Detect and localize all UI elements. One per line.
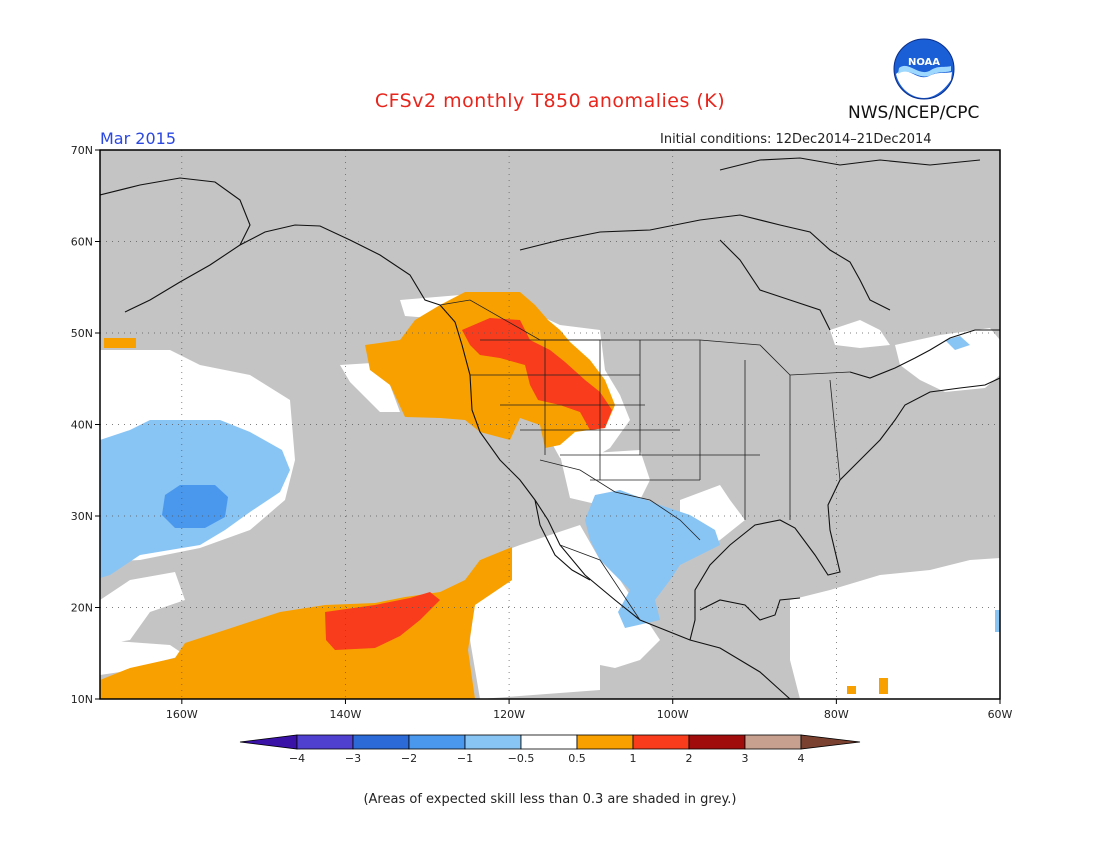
lon-tick-label: 60W [988, 708, 1013, 721]
strong-positive-anomaly-areas [325, 318, 612, 650]
colorbar-label: −3 [345, 752, 361, 765]
lat-tick-label: 10N [71, 693, 93, 706]
strong-negative-anomaly-area [162, 485, 228, 528]
lon-tick-label: 140W [330, 708, 362, 721]
colorbar-swatch [632, 734, 690, 750]
colorbar-swatch [296, 734, 354, 750]
colorbar-swatch [408, 734, 466, 750]
colorbar-label: 4 [798, 752, 805, 765]
colorbar-swatch [688, 734, 746, 750]
footnote: (Areas of expected skill less than 0.3 a… [363, 792, 737, 807]
colorbar-arrow-right [800, 734, 861, 750]
coastlines [100, 157, 1000, 699]
noaa-logo-text: NOAA [908, 57, 940, 68]
lon-tick-label: 160W [166, 708, 198, 721]
map-field [100, 150, 1000, 699]
axis-ticks: 70N 60N 50N 40N 30N 20N 10N 160W 140W 120W 100W 80W… [71, 144, 1013, 721]
lat-tick-label: 20N [71, 602, 93, 615]
colorbar-swatch [520, 734, 578, 750]
lat-tick-label: 70N [71, 144, 93, 157]
agency-label: NWS/NCEP/CPC [848, 103, 980, 123]
lat-tick-label: 30N [71, 510, 93, 523]
noaa-logo: NOAA [893, 38, 955, 100]
lon-tick-label: 100W [657, 708, 689, 721]
lat-tick-label: 40N [71, 419, 93, 432]
chart-title: CFSv2 monthly T850 anomalies (K) [374, 90, 726, 112]
lat-tick-label: 60N [71, 236, 93, 249]
colorbar-label: 3 [742, 752, 749, 765]
colorbar-label: 1 [630, 752, 637, 765]
lat-tick-label: 50N [71, 327, 93, 340]
lon-tick-label: 120W [493, 708, 525, 721]
colorbar-swatch [464, 734, 522, 750]
colorbar-label: −0.5 [508, 752, 535, 765]
colorbar-label: −4 [289, 752, 305, 765]
colorbar-swatch [744, 734, 802, 750]
initial-conditions: Initial conditions: 12Dec2014–21Dec2014 [660, 132, 932, 147]
colorbar: −4 −3 −2 −1 −0.5 0.5 1 2 3 4 [239, 734, 861, 765]
colorbar-label: 2 [686, 752, 693, 765]
colorbar-swatch [352, 734, 410, 750]
colorbar-label: 0.5 [568, 752, 586, 765]
political-borders [439, 299, 851, 621]
colorbar-label: −1 [457, 752, 473, 765]
lon-tick-label: 80W [824, 708, 849, 721]
positive-anomaly-areas [100, 292, 888, 699]
graticule-lines [100, 150, 1000, 699]
colorbar-label: −2 [401, 752, 417, 765]
colorbar-arrow-left [239, 734, 298, 750]
forecast-period: Mar 2015 [100, 129, 176, 148]
colorbar-swatch [576, 734, 634, 750]
